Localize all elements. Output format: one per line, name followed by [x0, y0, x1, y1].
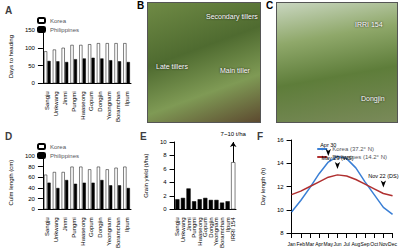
html-text:C: C [266, 0, 274, 11]
svg-text:Korea: Korea [50, 18, 67, 24]
svg-text:Oct: Oct [370, 241, 378, 247]
svg-text:Aug: Aug [351, 241, 360, 247]
svg-text:0: 0 [32, 206, 36, 212]
svg-text:May 29 (WS): May 29 (WS) [321, 155, 353, 161]
svg-text:0: 0 [32, 80, 36, 86]
svg-text:14: 14 [277, 160, 284, 166]
svg-text:4: 4 [163, 179, 167, 185]
svg-text:Grain yield (t/ha): Grain yield (t/ha) [143, 153, 149, 197]
svg-text:Ilpum: Ilpum [224, 217, 231, 232]
svg-text:Hwaseong: Hwaseong [80, 91, 86, 119]
svg-text:2: 2 [163, 193, 167, 199]
svg-text:16: 16 [277, 137, 284, 143]
svg-text:Sangju: Sangju [44, 91, 50, 110]
svg-text:Philippines: Philippines [50, 153, 79, 159]
svg-text:Boramchan: Boramchan [115, 91, 121, 122]
svg-text:Philippines: Philippines [50, 27, 79, 33]
svg-text:Dongjin: Dongjin [207, 217, 214, 238]
svg-text:Boramchan: Boramchan [219, 217, 225, 248]
svg-text:Gopum: Gopum [88, 217, 94, 237]
svg-text:8: 8 [280, 230, 284, 236]
svg-text:Pungmi: Pungmi [191, 217, 198, 238]
svg-text:Jinmi: Jinmi [62, 217, 68, 231]
svg-text:8: 8 [163, 152, 167, 158]
svg-text:Nov: Nov [379, 241, 388, 247]
svg-text:Unkwang: Unkwang [53, 91, 59, 116]
svg-text:Ilpum: Ilpum [124, 217, 130, 232]
svg-text:10: 10 [277, 207, 284, 213]
svg-text:Philippines (14.2° N): Philippines (14.2° N) [332, 154, 387, 160]
svg-text:E: E [140, 131, 147, 142]
svg-text:50: 50 [28, 63, 35, 69]
svg-text:Sangju: Sangju [174, 217, 181, 236]
svg-text:7~10 t/ha: 7~10 t/ha [221, 131, 247, 137]
svg-text:D: D [5, 131, 12, 142]
svg-text:Gopum: Gopum [88, 91, 94, 111]
svg-text:Dongjin: Dongjin [97, 91, 103, 111]
svg-text:Day length (h): Day length (h) [260, 168, 266, 206]
svg-text:Feb: Feb [296, 241, 305, 247]
svg-text:100: 100 [25, 45, 36, 51]
svg-text:Dec: Dec [388, 241, 397, 247]
svg-text:Unkwang: Unkwang [53, 217, 59, 242]
svg-text:A: A [5, 5, 12, 16]
svg-text:12: 12 [277, 184, 284, 190]
svg-text:0: 0 [163, 206, 167, 212]
svg-text:60: 60 [28, 174, 35, 180]
svg-text:Jun: Jun [333, 241, 341, 247]
svg-text:Apr: Apr [315, 241, 323, 247]
svg-text:80: 80 [28, 164, 35, 170]
svg-text:Mar: Mar [306, 241, 315, 247]
svg-text:Sangju: Sangju [44, 217, 50, 236]
svg-text:Gopum: Gopum [202, 217, 209, 237]
svg-text:Hwaseong: Hwaseong [196, 217, 203, 246]
svg-text:100: 100 [25, 153, 36, 159]
svg-text:10: 10 [160, 139, 167, 145]
svg-text:40: 40 [28, 185, 35, 191]
svg-text:IRRI 154: IRRI 154 [230, 217, 236, 241]
svg-text:Yeongnam: Yeongnam [106, 91, 112, 119]
svg-text:F: F [257, 131, 263, 142]
html-text:Main tiller: Main tiller [220, 67, 250, 74]
svg-text:Culm length (cm): Culm length (cm) [8, 160, 14, 206]
svg-text:Jan: Jan [288, 241, 296, 247]
html-text:B: B [137, 0, 145, 11]
svg-text:150: 150 [25, 27, 36, 33]
svg-text:20: 20 [28, 196, 35, 202]
html-text:Dongjin: Dongjin [361, 95, 385, 102]
svg-text:May: May [324, 241, 334, 247]
svg-text:Ilpum: Ilpum [124, 91, 130, 106]
svg-text:Yeongnam: Yeongnam [213, 217, 220, 246]
svg-text:Jinmi: Jinmi [62, 91, 68, 105]
svg-text:Boramchan: Boramchan [115, 217, 121, 248]
svg-text:Days to heading: Days to heading [8, 35, 14, 78]
svg-text:Hwaseong: Hwaseong [80, 217, 86, 245]
svg-text:Unkwang: Unkwang [180, 217, 186, 243]
svg-text:Apr 30: Apr 30 [320, 142, 336, 148]
svg-text:Yeongnam: Yeongnam [106, 217, 112, 245]
svg-text:Dongjin: Dongjin [97, 217, 103, 237]
svg-text:Nov 22 (DS): Nov 22 (DS) [368, 173, 398, 179]
svg-text:Jinmi: Jinmi [185, 217, 192, 232]
html-text:Secondary tillers: Secondary tillers [206, 13, 258, 20]
svg-text:6: 6 [163, 166, 167, 172]
svg-text:Korea: Korea [50, 144, 67, 150]
svg-text:Pungmi: Pungmi [71, 217, 77, 237]
svg-text:Pungmi: Pungmi [71, 91, 77, 111]
svg-text:Jul: Jul [343, 241, 349, 247]
html-text:IRRI 154: IRRI 154 [355, 21, 383, 28]
svg-text:Korea (37.2° N): Korea (37.2° N) [332, 146, 374, 152]
svg-text:Sep: Sep [361, 241, 370, 247]
html-text:Late tillers: Late tillers [156, 63, 188, 70]
